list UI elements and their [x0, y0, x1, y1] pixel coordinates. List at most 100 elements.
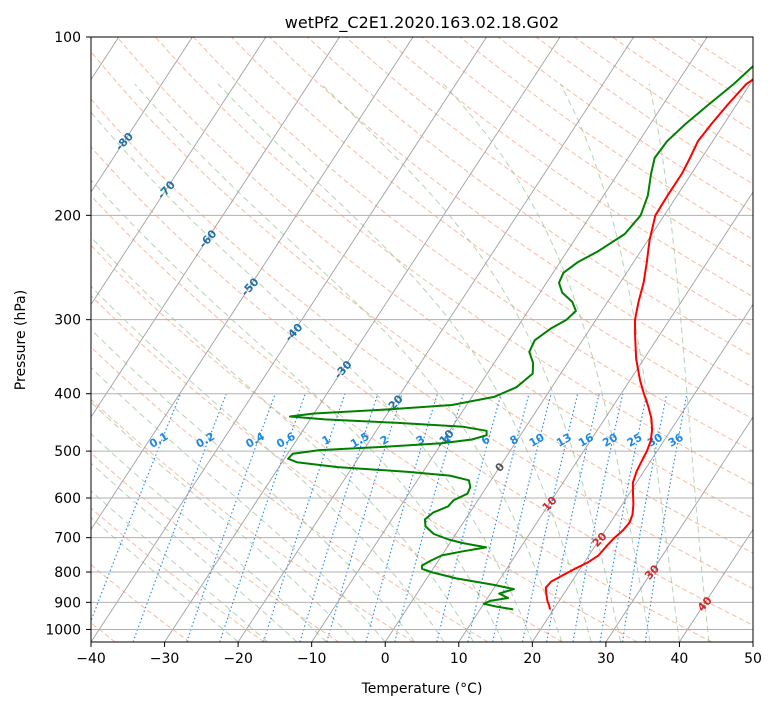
y-tick-label: 1000 [45, 622, 81, 638]
dry-adiabat-line [345, 37, 753, 327]
dewpoint-profile [287, 64, 753, 611]
x-tick-label: 30 [597, 651, 615, 667]
isotherm-line [752, 641, 753, 642]
isotherm-line [91, 37, 193, 193]
isotherm-label: -20 [383, 392, 406, 416]
dry-adiabat-line [421, 37, 753, 269]
temperature-profile [544, 78, 753, 610]
mixing-ratio-line [599, 393, 648, 642]
dry-adiabat-line [269, 37, 753, 389]
mixing-ratio-label: 16 [576, 431, 596, 450]
isotherm-line [605, 416, 753, 642]
isotherm-label: -80 [113, 130, 136, 154]
isotherm-line [237, 37, 635, 642]
sounding-series [287, 64, 753, 611]
y-tick-label: 800 [54, 565, 81, 581]
mixing-ratio-label: 10 [527, 431, 547, 450]
y-tick-label: 300 [54, 313, 81, 329]
x-tick-label: 0 [381, 651, 390, 667]
dry-adiabat-line [497, 37, 753, 212]
moist-adiabat-line [217, 83, 592, 642]
mixing-ratio-label: 0.2 [194, 430, 217, 451]
moist-adiabat-line [91, 328, 415, 642]
x-tick-label: 40 [671, 651, 689, 667]
x-axis-label: Temperature (°C) [361, 681, 483, 697]
x-tick-label: 20 [523, 651, 541, 667]
mixing-ratio-line [262, 393, 346, 642]
mixing-ratio-label: 0.4 [244, 430, 268, 451]
moist-adiabat-line [91, 462, 298, 642]
dry-adiabat-line [116, 37, 753, 519]
moist-adiabat-line [91, 366, 386, 642]
mixing-ratio-label: 0.6 [274, 430, 298, 451]
mixing-ratio-label: 25 [625, 431, 645, 450]
mixing-ratio-line [299, 393, 379, 642]
mixing-ratio-line [436, 393, 502, 642]
x-tick-label: −30 [150, 651, 180, 667]
mixing-ratio-line [365, 393, 438, 642]
mixing-ratio-line [622, 393, 668, 642]
mixing-ratio-label: 8 [508, 433, 521, 448]
dry-adiabat-line [574, 37, 753, 158]
moist-adiabat-line [91, 490, 268, 642]
moist-adiabat-line [91, 516, 239, 642]
isotherm-label: -70 [155, 178, 178, 202]
mixing-ratio-lines [91, 393, 688, 642]
dry-adiabat-line [231, 37, 753, 420]
isotherm-line [91, 37, 414, 531]
moist-adiabat-line [91, 179, 504, 642]
mixing-ratio-line [91, 393, 182, 623]
isotherm-label: -60 [196, 227, 219, 251]
isotherm-label: -40 [282, 321, 305, 345]
mixing-ratio-line [644, 393, 688, 642]
chart-title: wetPf2_C2E1.2020.163.02.18.G02 [285, 13, 559, 33]
isotherm-label: -90 [66, 89, 89, 113]
mixing-ratio-line [572, 393, 624, 642]
isotherm-line [531, 303, 753, 642]
mixing-ratio-line [521, 393, 579, 642]
dry-adiabat-line [688, 37, 753, 80]
isotherm-label: 10 [540, 494, 560, 514]
isotherm-line [164, 37, 561, 642]
mixing-ratio-line [132, 393, 227, 642]
dry-adiabat-line [459, 37, 753, 240]
moist-adiabats [91, 83, 710, 642]
y-axis-label: Pressure (hPa) [13, 290, 29, 390]
mixing-ratio-label: 0.1 [147, 430, 170, 451]
moist-adiabat-line [91, 401, 357, 642]
mixing-ratio-line [394, 393, 464, 642]
plot-frame [90, 36, 754, 643]
moist-adiabat-line [91, 285, 445, 642]
mixing-ratio-line [546, 393, 600, 642]
isotherm-label: -10 [434, 427, 457, 451]
dry-adiabat-line [91, 146, 753, 626]
y-tick-label: 700 [54, 531, 81, 547]
dry-adiabat-line [612, 37, 753, 132]
isotherm-label: -50 [239, 275, 262, 299]
moist-adiabat-line [320, 83, 622, 642]
mixing-ratio-line [186, 393, 276, 642]
isotherm-label: 0 [493, 460, 508, 475]
dry-adiabat-line [383, 37, 753, 298]
y-tick-label: 500 [54, 444, 81, 460]
dry-adiabat-line [91, 195, 713, 642]
x-tick-label: −20 [223, 651, 253, 667]
moist-adiabat-line [443, 83, 651, 642]
moist-adiabat-line [648, 83, 710, 642]
y-tick-label: 400 [54, 387, 81, 403]
isotherm-label: 30 [642, 562, 662, 582]
y-tick-label: 100 [54, 30, 81, 46]
dry-adiabats [91, 37, 753, 642]
isotherm-line [384, 78, 753, 642]
dry-adiabat-line [91, 507, 265, 642]
x-axis: −40 −30 −20 −10 0 10 20 30 40 50 [76, 642, 762, 667]
dry-adiabat-line [91, 294, 563, 642]
pressure-gridlines [91, 37, 753, 630]
plot-area: 0.1 0.2 0.4 0.6 1 1.5 2 3 4 6 8 10 13 16 20 25 30 36-100-… [66, 37, 753, 642]
moist-adiabat-line [91, 236, 474, 642]
isotherm-line [91, 37, 267, 306]
isotherm-line [311, 37, 708, 642]
isotherm-label: -30 [332, 358, 355, 382]
y-tick-label: 600 [54, 491, 81, 507]
